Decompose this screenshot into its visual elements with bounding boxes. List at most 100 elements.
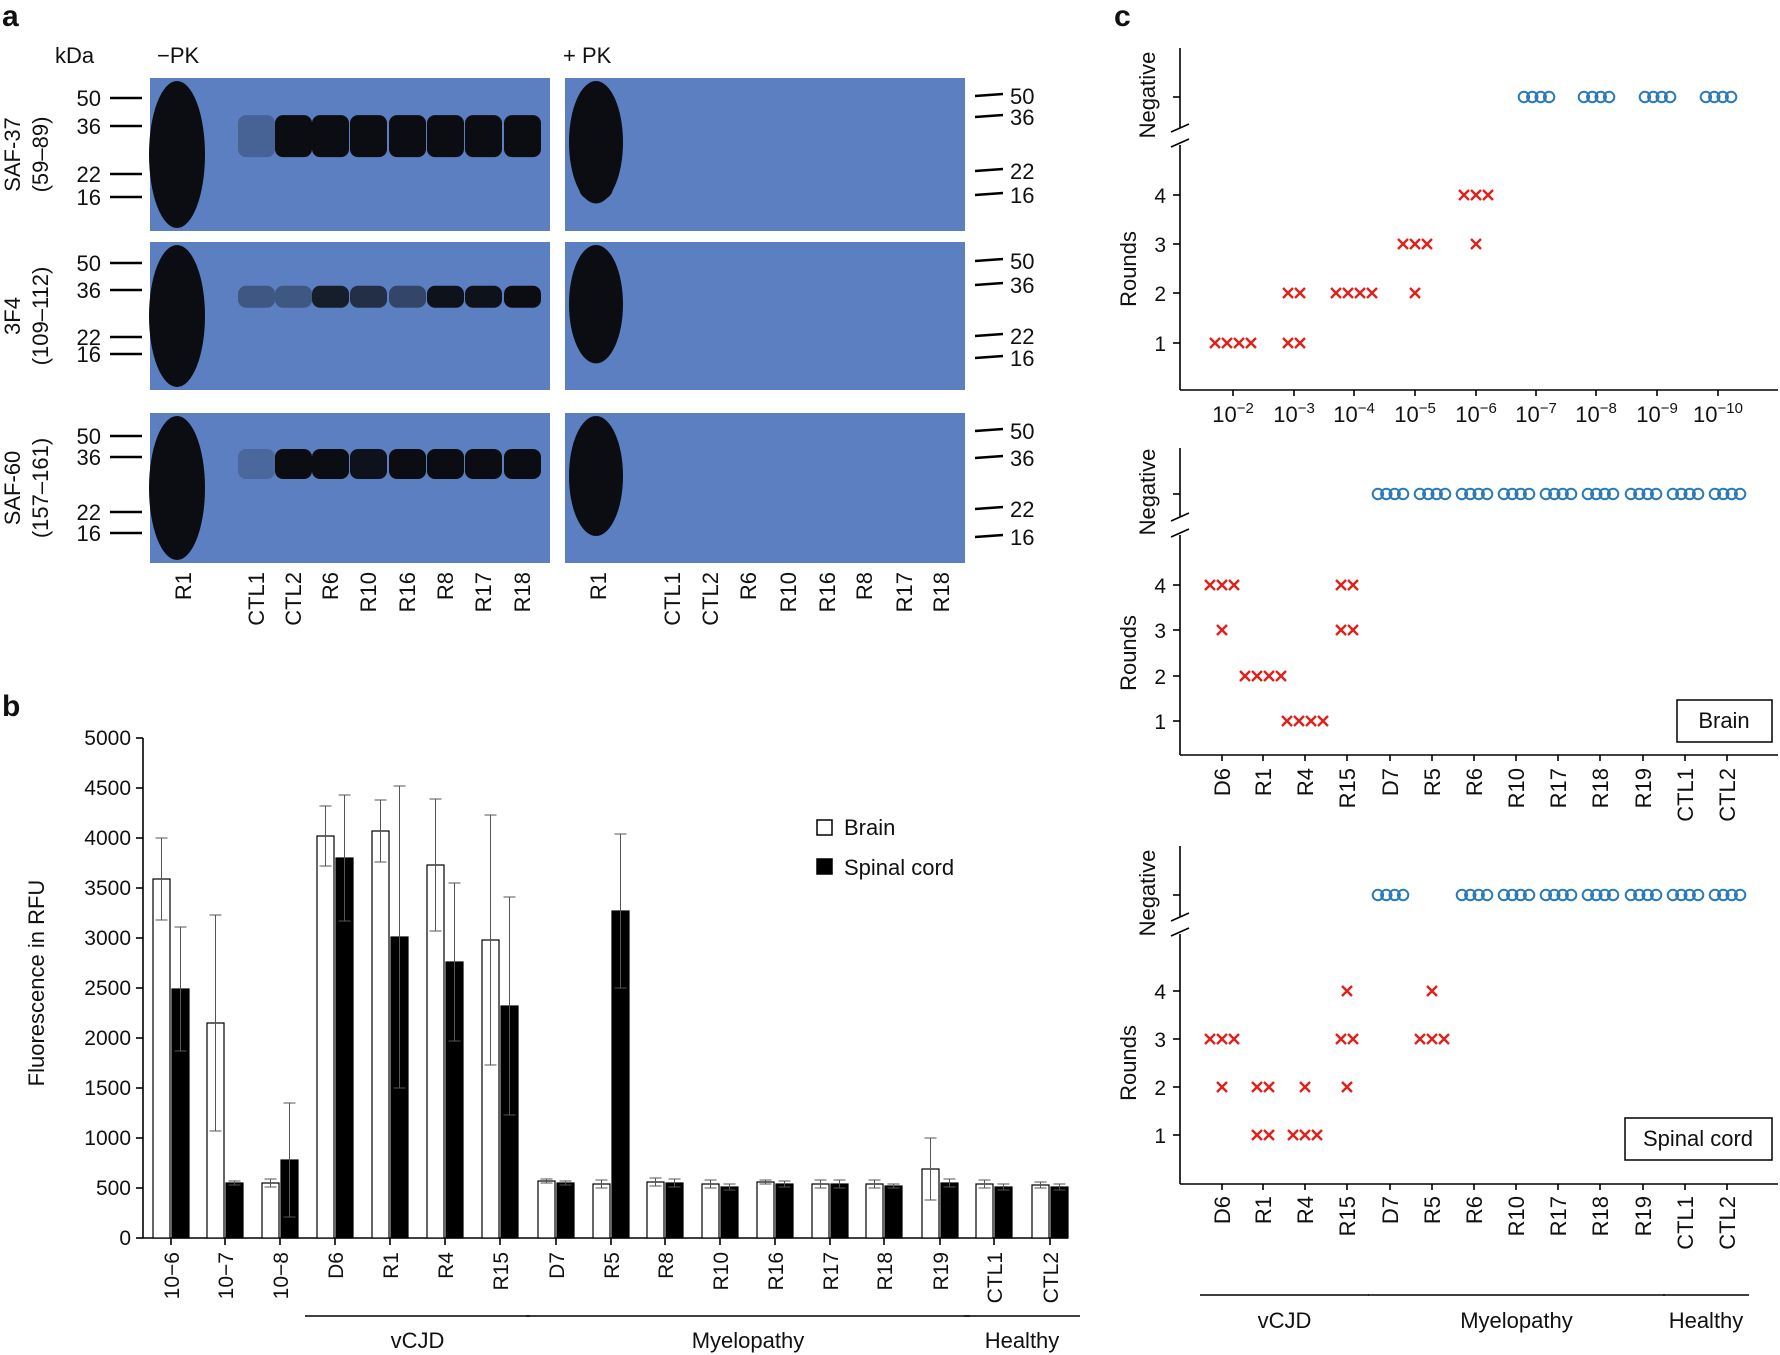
bar-spinal-cord <box>720 1186 739 1239</box>
negative-point <box>1497 888 1511 902</box>
group-label: vCJD <box>391 1328 445 1353</box>
lane-label-plus-pk: CTL1 <box>660 572 685 626</box>
x-tick-label: 10−10 <box>1693 400 1743 427</box>
y-tick-label: 3000 <box>84 927 131 950</box>
positive-point <box>1221 337 1233 349</box>
band-CTL1 <box>238 285 275 308</box>
negative-point <box>1675 487 1688 501</box>
positive-point <box>1354 287 1366 299</box>
x-tick-label: 10−7 <box>215 1252 238 1299</box>
negative-point <box>1633 888 1646 902</box>
negative-point <box>1564 888 1578 902</box>
x-tick-label: D6 <box>325 1252 348 1279</box>
marker-tick-right <box>974 533 1004 539</box>
y-tick-label: 3500 <box>84 877 131 900</box>
band-R17 <box>465 449 502 479</box>
positive-point <box>1251 1129 1263 1141</box>
positive-point <box>1228 579 1240 591</box>
y-tick-label: 4500 <box>84 777 131 800</box>
positive-point <box>1482 189 1494 201</box>
positive-point <box>1239 670 1251 682</box>
positive-point <box>1209 337 1221 349</box>
positive-point <box>1366 287 1378 299</box>
negative-point <box>1534 90 1547 104</box>
marker-right-50: 50 <box>1010 84 1034 109</box>
positive-point <box>1294 337 1306 349</box>
negative-point <box>1413 487 1427 501</box>
marker-tick-right <box>974 354 1004 360</box>
x-tick-label: R1 <box>380 1252 403 1279</box>
negative-point <box>1733 487 1747 501</box>
x-tick-label: 10−4 <box>1333 400 1375 427</box>
negative-point <box>1716 90 1729 104</box>
marker-tick-right <box>974 505 1004 511</box>
band-R6 <box>312 449 349 479</box>
positive-point <box>1251 1081 1263 1093</box>
bar-brain <box>152 878 171 1239</box>
axis-break <box>1170 123 1190 148</box>
positive-point <box>1204 1033 1216 1045</box>
positive-point <box>1342 287 1354 299</box>
negative-point <box>1606 888 1620 902</box>
band-CTL2 <box>275 115 312 158</box>
negative-point <box>1733 888 1747 902</box>
minus-pk-label: −PK <box>157 43 200 68</box>
y-tick-label: 4 <box>1154 575 1166 598</box>
bar-spinal-cord <box>1050 1186 1069 1239</box>
negative-point <box>1539 487 1553 501</box>
negative-point <box>1633 487 1646 501</box>
marker-right-36: 36 <box>1010 105 1034 130</box>
bar-spinal-cord <box>665 1182 684 1239</box>
marker-tick-right <box>974 191 1004 197</box>
brain-box-label: Brain <box>1698 708 1749 733</box>
positive-point <box>1341 1081 1353 1093</box>
plus-pk-label: + PK <box>563 43 612 68</box>
negative-point <box>1590 888 1603 902</box>
marker-left-16: 16 <box>77 521 101 546</box>
bar-spinal-cord <box>830 1183 849 1239</box>
negative-point <box>1691 487 1705 501</box>
positive-point <box>1299 1129 1311 1141</box>
negative-point <box>1598 487 1611 501</box>
positive-point <box>1409 287 1421 299</box>
legend-spinal-label: Spinal cord <box>844 855 954 880</box>
lane-label-minus-pk: R17 <box>471 572 496 612</box>
group-label: Healthy <box>985 1328 1060 1353</box>
lane-label-plus-pk: R16 <box>815 572 840 612</box>
negative-point <box>1517 90 1531 104</box>
membrane-plus-pk <box>565 78 965 231</box>
legend-spinal-swatch <box>816 858 833 875</box>
negative-point <box>1472 487 1485 501</box>
bar-spinal-cord <box>556 1182 575 1239</box>
x-tick-label: 10−9 <box>1636 400 1678 427</box>
band-R18 <box>504 115 541 158</box>
marker-right-16: 16 <box>1010 525 1034 550</box>
positive-point <box>1426 985 1438 997</box>
negative-point <box>1480 888 1494 902</box>
axis-break <box>1170 912 1190 937</box>
negative-point <box>1602 90 1616 104</box>
x-tick-label: R17 <box>1546 768 1571 808</box>
x-tick-label: 10−6 <box>161 1252 184 1299</box>
y-tick-label: 2500 <box>84 977 131 1000</box>
positive-point <box>1299 1081 1311 1093</box>
lane-label-minus-pk: CTL1 <box>244 572 269 626</box>
negative-point <box>1522 487 1536 501</box>
negative-label: Negative <box>1135 850 1160 937</box>
negative-point <box>1641 888 1654 902</box>
negative-point <box>1526 90 1539 104</box>
x-tick-label: R4 <box>435 1252 458 1279</box>
negative-point <box>1724 90 1738 104</box>
marker-tick-right <box>974 281 1004 287</box>
negative-point <box>1564 487 1578 501</box>
x-tick-label: R17 <box>820 1252 843 1291</box>
positive-point <box>1341 985 1353 997</box>
negative-point <box>1371 487 1385 501</box>
marker-left-50: 50 <box>77 424 101 449</box>
negative-point <box>1464 487 1477 501</box>
negative-point <box>1581 487 1595 501</box>
band-CTL1 <box>238 115 275 158</box>
band-r1-plus-pk <box>569 81 623 204</box>
negative-point <box>1638 90 1652 104</box>
